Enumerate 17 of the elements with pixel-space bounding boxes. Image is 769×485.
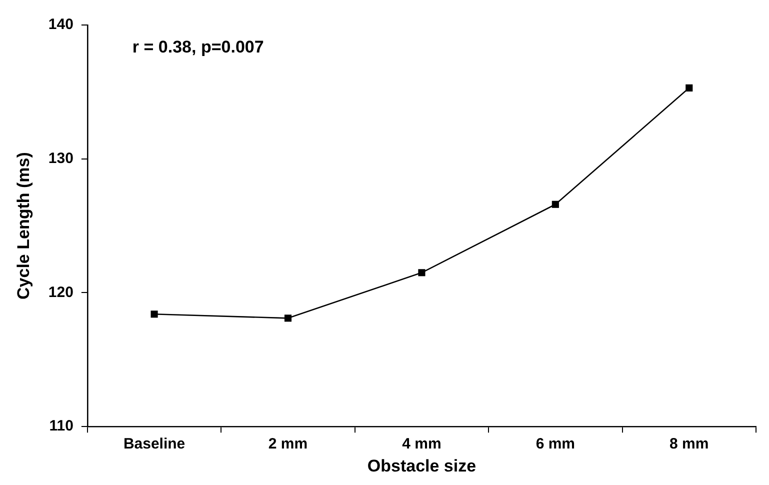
y-tick-label: 120 [48, 284, 74, 301]
point [418, 269, 426, 276]
x-axis-title: Obstacle size [367, 456, 476, 476]
point [284, 314, 292, 322]
point [686, 84, 693, 92]
point [150, 310, 158, 318]
y-tick-label: 110 [49, 418, 74, 435]
x-tick-label: 4 mm [402, 436, 442, 453]
x-tick-label: 8 mm [670, 436, 709, 453]
annotation: r = 0.38, p=0.007 [132, 38, 264, 57]
x-tick-label: 6 mm [536, 436, 576, 453]
y-tick-label: 140 [48, 16, 74, 34]
x-tick-label: Baseline [123, 436, 186, 453]
y-tick-label: 130 [48, 150, 74, 168]
x-tick-label: 2 mm [268, 436, 308, 453]
y-axis-title: Cycle Length (ms) [14, 152, 33, 300]
point [552, 200, 559, 208]
